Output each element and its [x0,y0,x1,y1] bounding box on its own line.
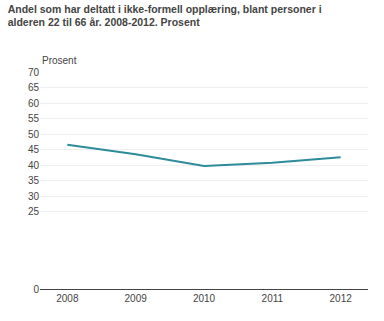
svg-text:2008: 2008 [56,293,79,304]
svg-text:70: 70 [28,67,40,78]
svg-text:65: 65 [28,82,40,93]
svg-text:30: 30 [28,191,40,202]
svg-text:35: 35 [28,175,40,186]
svg-text:2009: 2009 [125,293,148,304]
svg-text:2010: 2010 [193,293,216,304]
svg-text:40: 40 [28,160,40,171]
svg-text:25: 25 [28,206,40,217]
svg-text:50: 50 [28,129,40,140]
svg-text:Prosent: Prosent [42,55,77,66]
svg-text:60: 60 [28,98,40,109]
svg-text:2012: 2012 [330,293,353,304]
svg-text:45: 45 [28,144,40,155]
svg-text:55: 55 [28,113,40,124]
svg-text:Andel som har deltatt i ikke-f: Andel som har deltatt i ikke-formell opp… [8,3,322,29]
svg-text:2011: 2011 [262,293,284,304]
svg-text:0: 0 [33,284,39,295]
